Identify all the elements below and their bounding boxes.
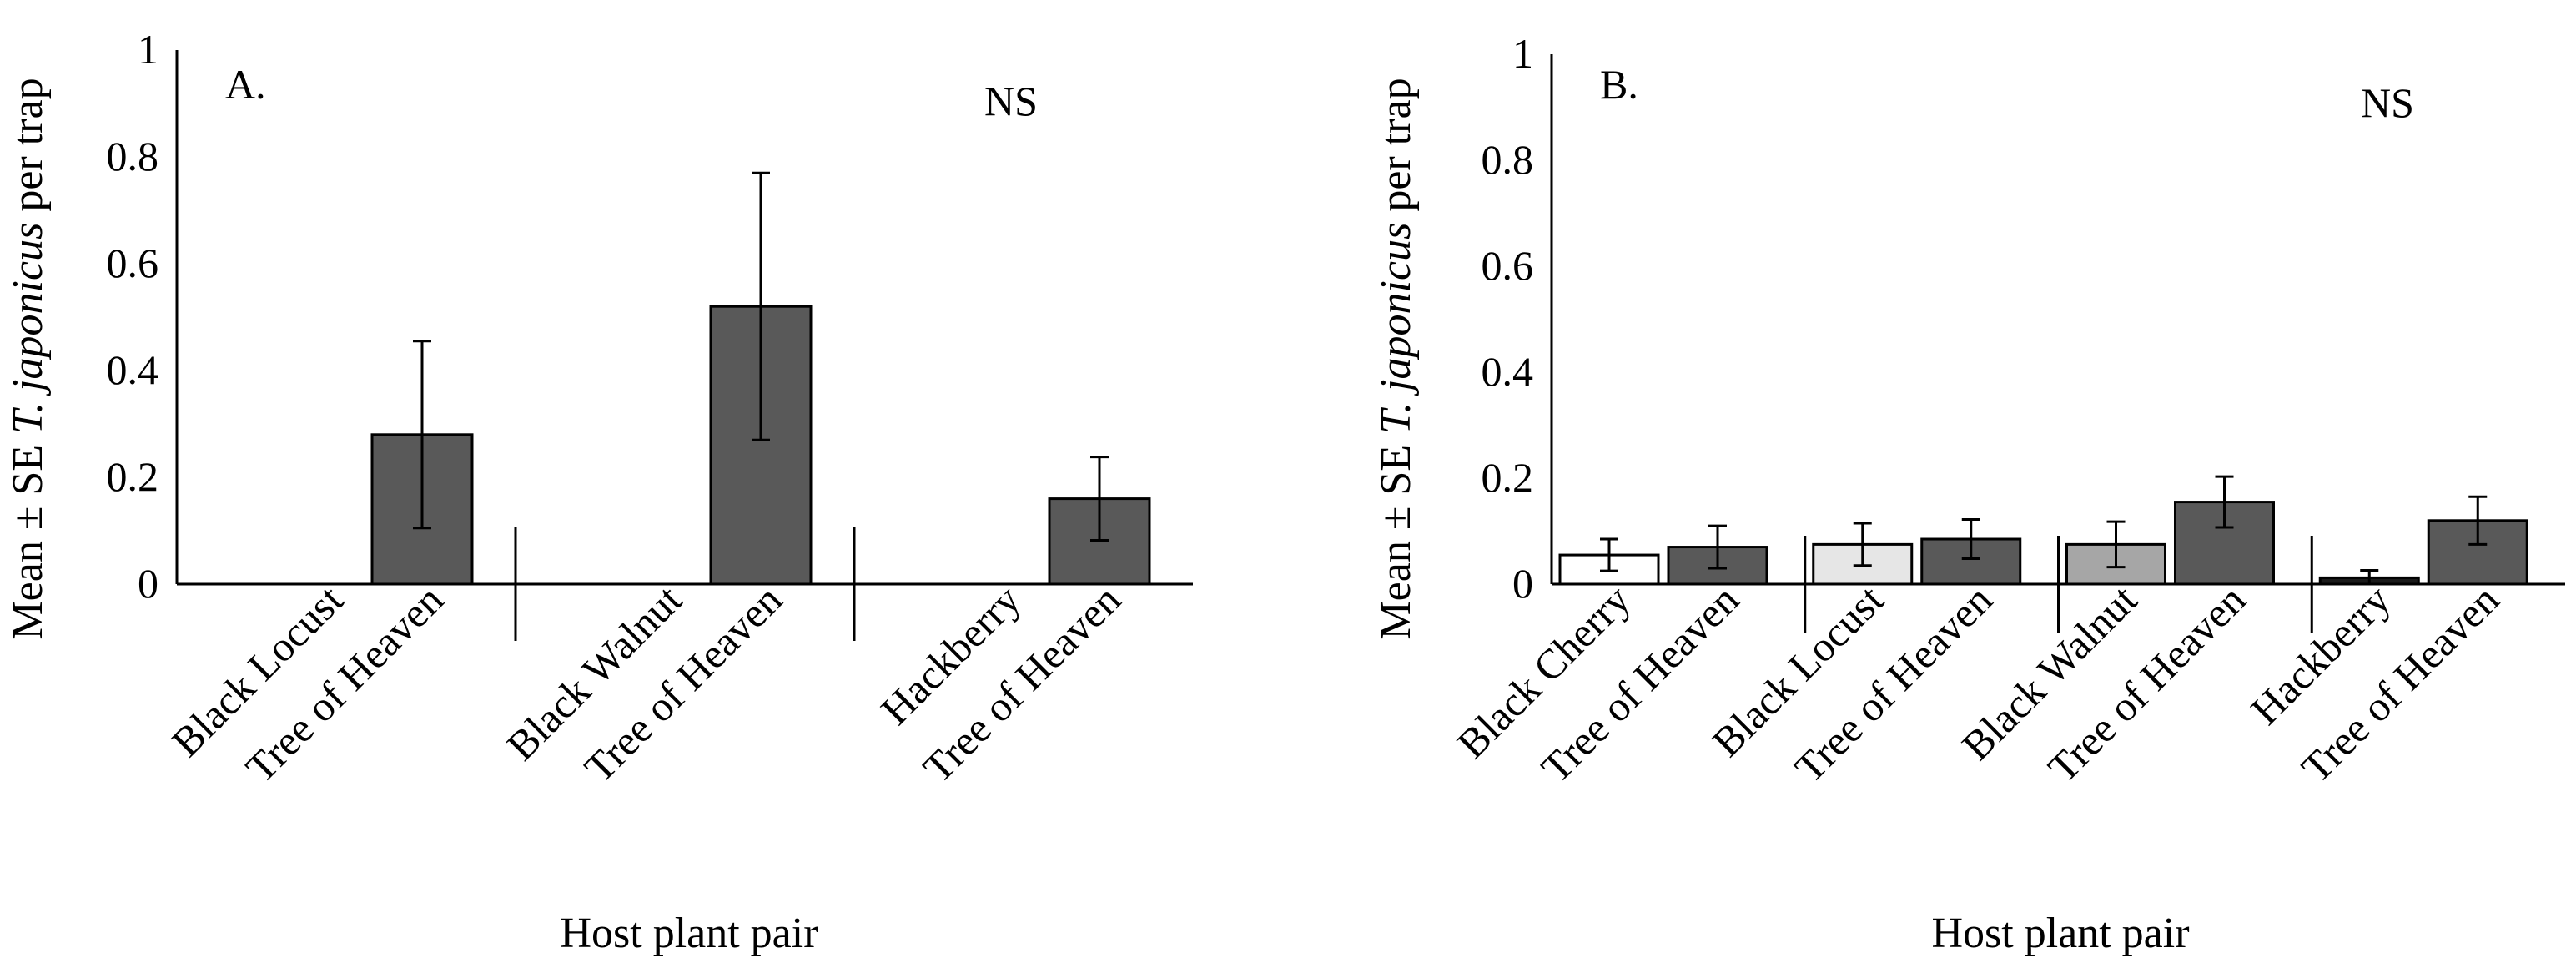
y-tick-label: 0.4: [1482, 348, 1534, 395]
x-axis-label: Host plant pair: [560, 910, 818, 957]
panel-a-chart: 0 0.2 0.4 0.6 0.8 1 Mean ± SE T. japonicus per…: [4, 26, 1193, 957]
y-axis-label-species: T. japonicus: [4, 223, 52, 434]
significance-label: NS: [984, 78, 1038, 124]
panel-label: A.: [225, 61, 266, 108]
y-tick-label: 0: [138, 560, 158, 607]
x-category-label: Tree of Heaven: [1532, 576, 1748, 791]
y-axis-label-suffix: per trap: [4, 78, 52, 222]
y-tick-label: 0.8: [107, 133, 159, 179]
significance-label: NS: [2361, 79, 2414, 126]
x-category-label: Tree of Heaven: [2039, 576, 2254, 791]
y-tick-label: 0.6: [107, 239, 159, 286]
y-axis-label-prefix: Mean ± SE: [4, 434, 52, 640]
y-axis-label-suffix: per trap: [1372, 78, 1420, 222]
y-tick-label: 0.8: [1482, 136, 1534, 183]
panel-b-chart: 0 0.2 0.4 0.6 0.8 1 Mean ± SE T. japonicus per…: [1372, 30, 2565, 957]
y-tick-label: 1: [1512, 30, 1533, 77]
y-tick-label: 1: [138, 26, 158, 73]
y-tick-label: 0.4: [107, 346, 159, 393]
y-tick-label: 0.2: [107, 453, 159, 500]
y-axis-label-species: T. japonicus: [1372, 223, 1420, 434]
panel-label: B.: [1600, 61, 1638, 108]
x-category-label: Tree of Heaven: [1785, 576, 2000, 791]
y-axis-label-prefix: Mean ± SE: [1372, 434, 1420, 640]
y-tick-label: 0: [1512, 560, 1533, 607]
y-axis-label: Mean ± SE T. japonicus per trap: [1372, 78, 1420, 639]
x-axis-label: Host plant pair: [1931, 910, 2189, 957]
y-tick-label: 0.6: [1482, 242, 1534, 289]
y-tick-label: 0.2: [1482, 454, 1534, 501]
x-category-label: Tree of Heaven: [2292, 576, 2508, 791]
y-axis-label: Mean ± SE T. japonicus per trap: [4, 78, 52, 639]
